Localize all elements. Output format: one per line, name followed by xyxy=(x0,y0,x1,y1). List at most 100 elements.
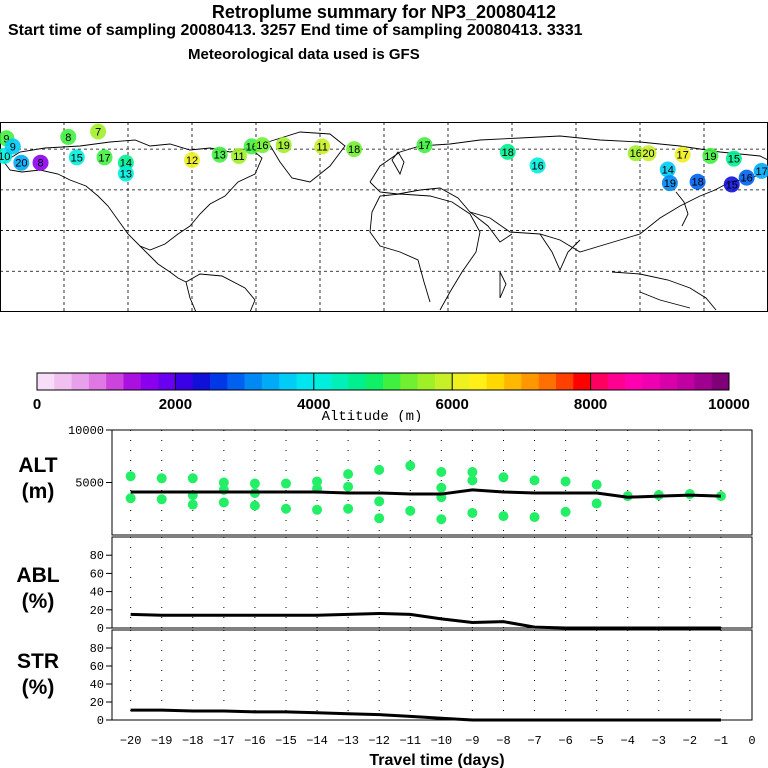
met-data-line: Meteorological data used is GFS xyxy=(188,46,420,63)
alt-point xyxy=(374,464,385,475)
alt-point xyxy=(156,473,167,484)
y-tick-label: 20 xyxy=(90,696,104,710)
y-axis-label: (%) xyxy=(22,590,55,613)
alt-point xyxy=(218,497,229,508)
colorbar-cell xyxy=(313,373,332,390)
abl-panel: 0 20 40 60 80 ABL (%) xyxy=(16,536,753,636)
alt-point xyxy=(374,513,385,524)
plume-day-label: 18 xyxy=(348,144,360,156)
alt-point xyxy=(436,467,447,477)
alt-point xyxy=(187,473,198,484)
colorbar-cell xyxy=(504,373,522,390)
plume-blob xyxy=(689,173,706,190)
x-tick-label: −17 xyxy=(213,734,235,748)
colorbar-cell xyxy=(642,373,661,390)
plume-blob xyxy=(723,176,740,193)
colorbar-cell xyxy=(590,373,609,390)
x-tick-label: −1 xyxy=(714,734,728,748)
colorbar-cell xyxy=(71,373,90,390)
x-axis-label: Travel time (days) xyxy=(369,752,504,768)
alt-point xyxy=(374,496,385,507)
x-tick-label: −6 xyxy=(558,734,572,748)
plume-blob xyxy=(661,175,678,192)
colorbar-cell xyxy=(210,373,228,390)
colorbar-cell xyxy=(140,373,159,390)
colorbar-cell xyxy=(538,373,557,390)
alt-point xyxy=(529,475,540,486)
y-axis-label: (m) xyxy=(22,480,55,503)
plume-day-label: 15 xyxy=(726,179,738,191)
continent-outlines xyxy=(3,131,768,312)
alt-point xyxy=(591,479,602,490)
plume-day-label: 14 xyxy=(662,165,674,177)
colorbar-tick-label: 6000 xyxy=(436,396,469,413)
plume-blob xyxy=(416,137,433,154)
x-tick-label: −12 xyxy=(368,734,390,748)
x-tick-label: −20 xyxy=(120,734,142,748)
altitude-colorbar: 0 2000 4000 6000 8000 10000 Altitude (m) xyxy=(33,372,750,422)
y-tick-label: 60 xyxy=(90,660,104,674)
plume-day-label: 18 xyxy=(691,177,703,189)
plume-blob xyxy=(275,137,292,154)
colorbar-cell xyxy=(365,373,384,390)
panel-frame xyxy=(111,429,753,536)
alt-point xyxy=(280,478,291,489)
colorbar-cell xyxy=(469,373,488,390)
plume-day-label: 15 xyxy=(728,154,740,166)
str-panel: 0 20 40 60 80 STR (%) xyxy=(17,629,753,728)
colorbar-tick-label: 8000 xyxy=(574,396,607,413)
colorbar-cell xyxy=(452,373,470,390)
plume-blob xyxy=(96,149,113,166)
colorbar-tick-label: 4000 xyxy=(297,396,330,413)
alt-median-line xyxy=(130,488,721,499)
panel-frame xyxy=(111,629,753,721)
plume-blob xyxy=(4,138,21,155)
plume-blob xyxy=(184,152,200,168)
plume-day-label: 17 xyxy=(418,140,430,152)
plume-day-label: 16 xyxy=(256,140,268,152)
plume-blob xyxy=(117,165,134,182)
plume-day-label: 16 xyxy=(741,173,753,185)
plume-blob xyxy=(13,154,30,171)
plume-day-label: 20 xyxy=(15,158,27,170)
alt-point xyxy=(529,512,540,523)
alt-panel: 5000 10000 ALT (m) xyxy=(18,424,753,536)
plume-blob xyxy=(499,143,516,160)
plume-blob xyxy=(32,154,49,171)
plume-blob xyxy=(68,149,85,166)
colorbar-cell xyxy=(434,373,453,390)
alt-point xyxy=(218,477,229,488)
colorbar-cell xyxy=(244,373,263,390)
x-tick-label: −5 xyxy=(589,734,603,748)
plume-day-label: 7 xyxy=(95,127,101,139)
alt-point xyxy=(249,478,260,489)
plume-day-label: 12 xyxy=(186,155,198,167)
x-tick-label: −2 xyxy=(683,734,697,748)
alt-point xyxy=(125,471,136,482)
alt-point xyxy=(312,476,323,487)
alt-point xyxy=(187,499,198,510)
alt-point xyxy=(498,472,509,483)
colorbar-cell xyxy=(486,373,505,390)
x-tick-label: −7 xyxy=(527,734,541,748)
alt-point xyxy=(343,469,354,480)
plume-day-label: 10 xyxy=(0,151,10,163)
plume-day-label: 13 xyxy=(214,150,226,162)
plume-day-label: 8 xyxy=(37,158,43,170)
plume-blob xyxy=(627,145,644,162)
x-tick-label: −16 xyxy=(244,734,266,748)
plume-day-label: 19 xyxy=(278,140,290,152)
y-tick-label: 40 xyxy=(90,586,104,600)
plume-day-label: 19 xyxy=(704,151,716,163)
colorbar-cell xyxy=(383,373,401,390)
x-tick-label: −11 xyxy=(399,734,421,748)
panel-frame xyxy=(111,536,753,629)
alt-point xyxy=(249,500,260,511)
plume-day-label: 16 xyxy=(531,160,543,172)
plume-blob xyxy=(529,157,546,174)
y-axis-label: STR xyxy=(17,650,59,673)
colorbar-cell xyxy=(296,373,315,390)
plume-day-label: 11 xyxy=(316,141,327,153)
colorbar-tick-label: 10000 xyxy=(708,396,750,413)
plume-day-label: 18 xyxy=(502,147,514,159)
